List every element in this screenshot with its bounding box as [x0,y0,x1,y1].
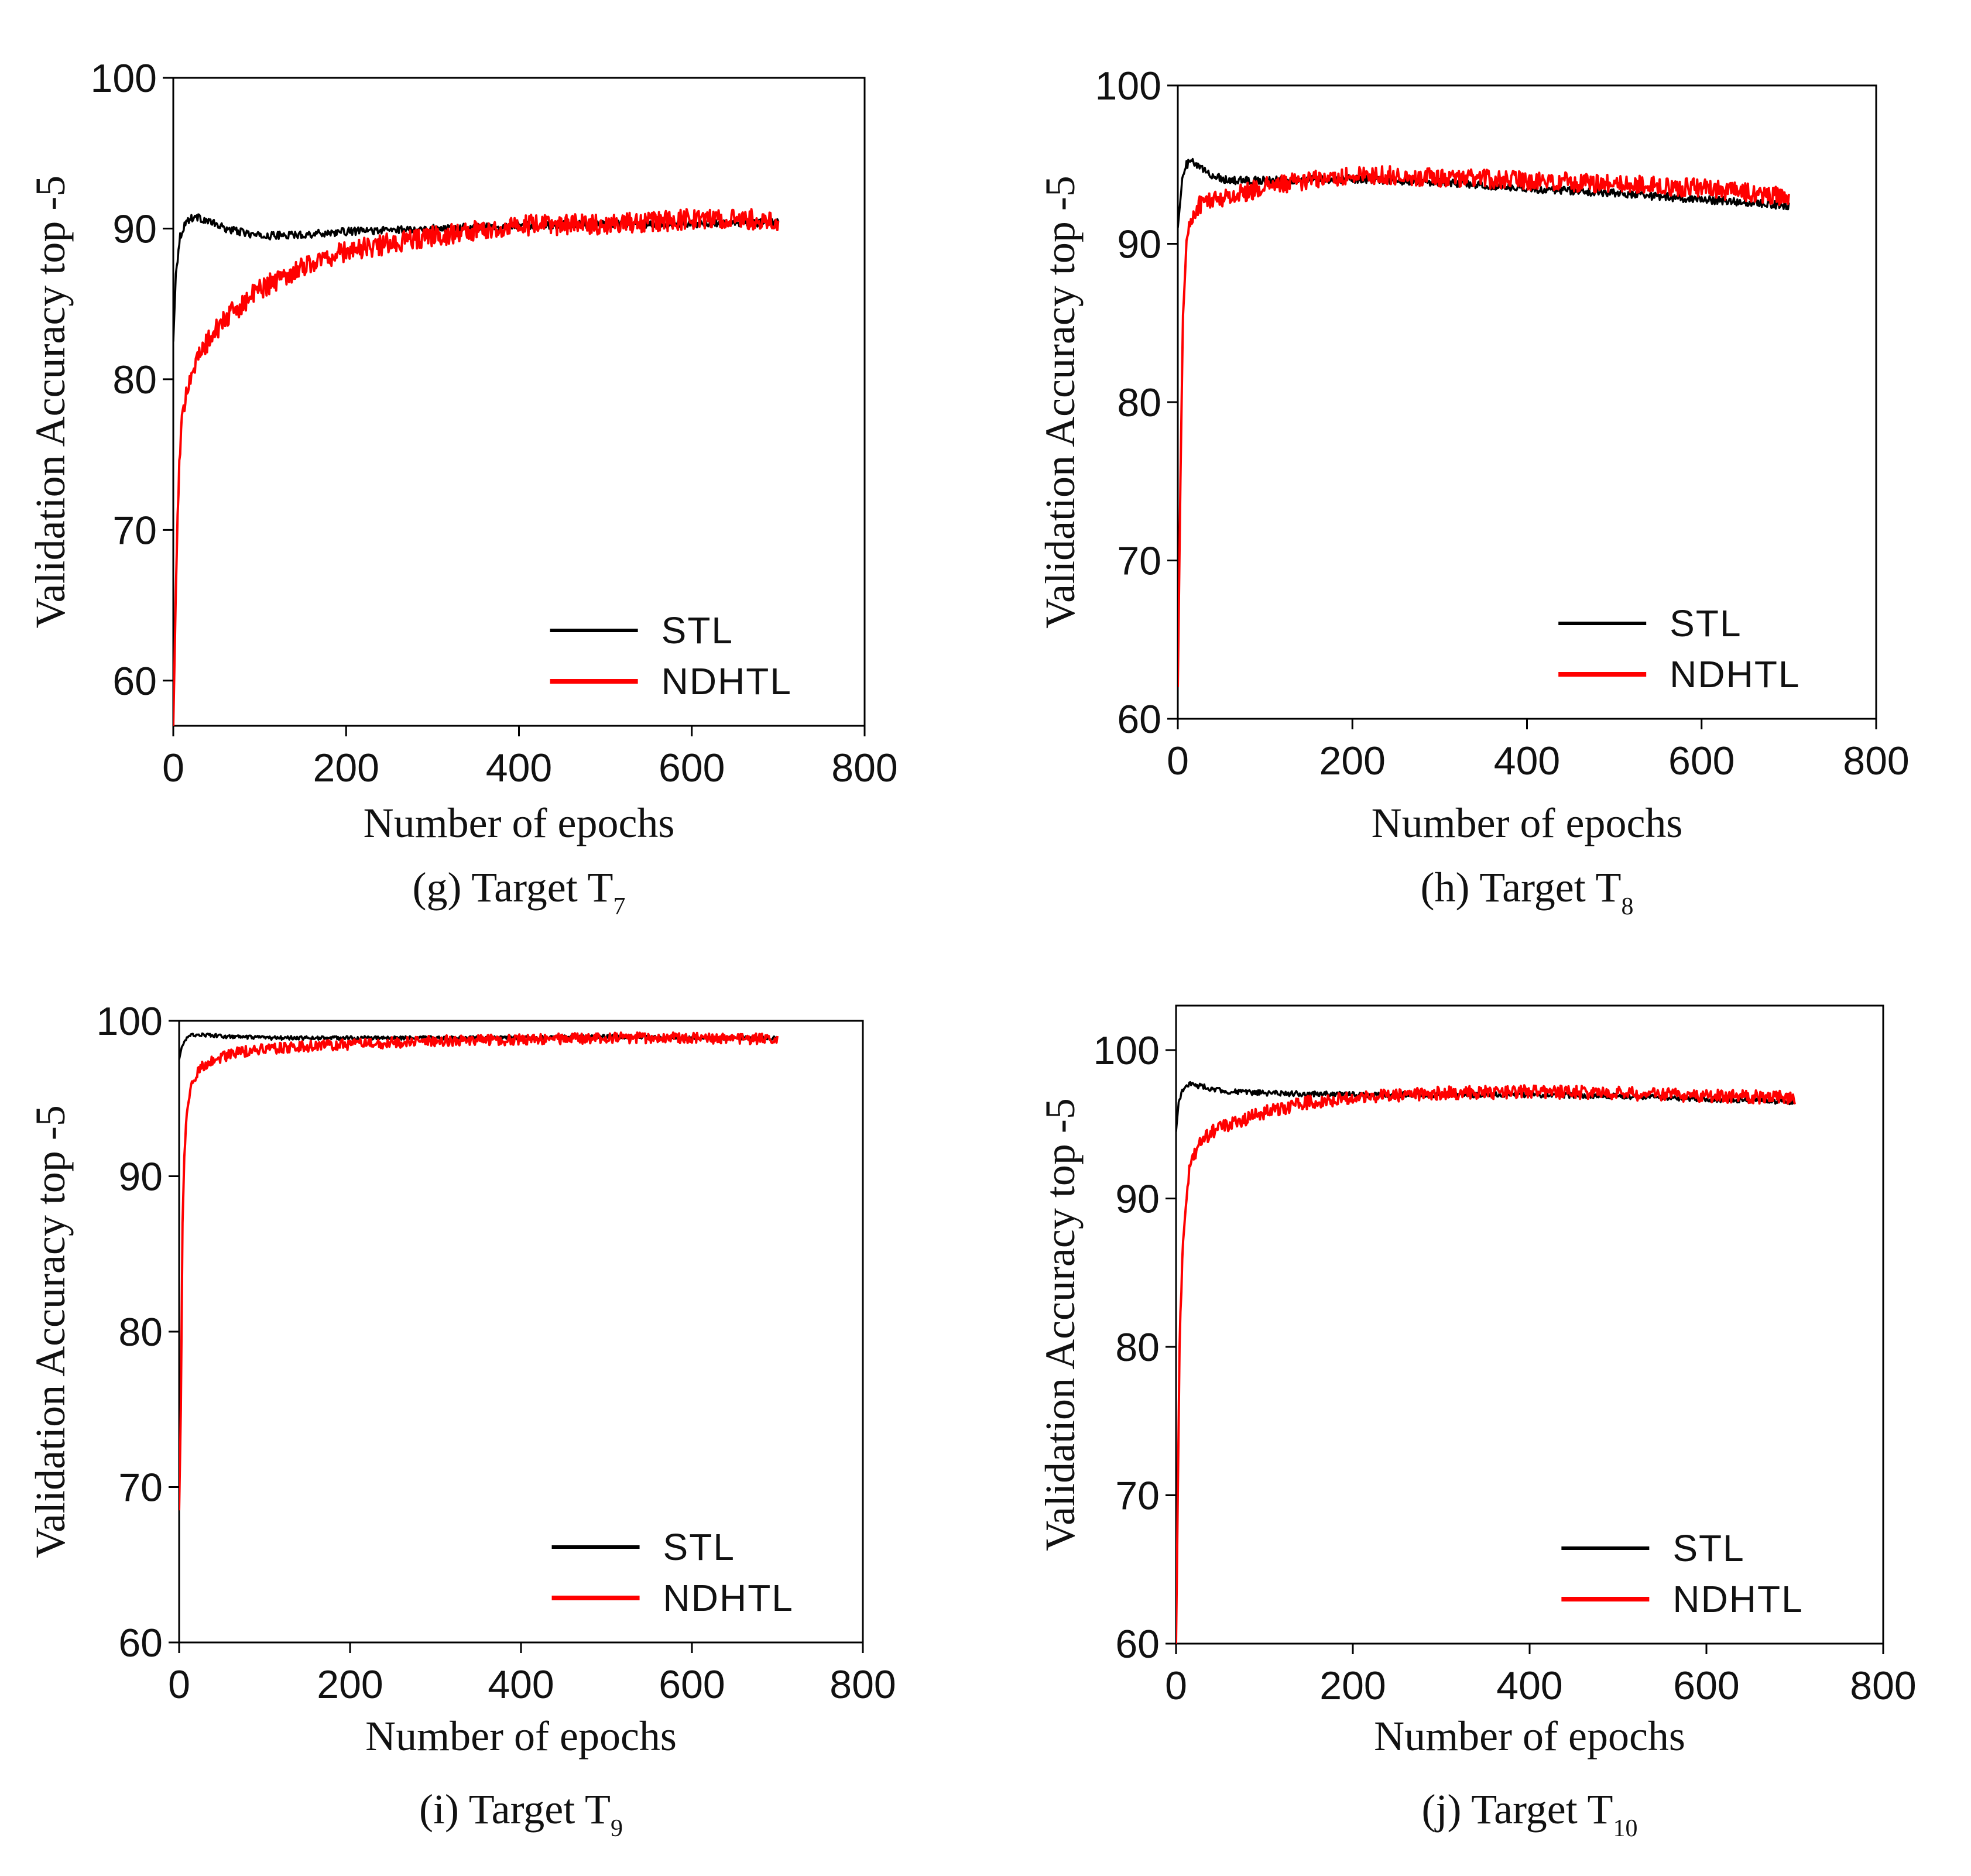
y-tick-label: 70 [1117,539,1161,584]
legend-label-stl: STL [1670,602,1742,644]
legend-label-stl: STL [663,1526,735,1568]
x-tick-label: 0 [1167,739,1189,783]
y-tick-label: 100 [91,56,157,101]
y-tick-label: 90 [1117,222,1161,267]
panel-caption: (h) Target T8 [1421,864,1634,920]
x-tick-label: 200 [1319,1664,1386,1708]
x-tick-label: 600 [659,1662,725,1707]
caption-main: (j) Target T [1422,1786,1613,1833]
caption-main: (g) Target T [413,864,613,911]
caption-subscript: 9 [611,1815,623,1842]
series-line-ndhtl [179,1031,779,1511]
caption-main: (i) Target T [419,1786,611,1833]
series-line-ndhtl [1178,165,1790,687]
y-tick-label: 60 [112,659,157,704]
series-line-ndhtl [1176,1084,1796,1644]
chart-panel-h: 0 200 400 600 800 60 70 80 90 100 Number of epochs… [1037,64,1910,920]
x-tick-label: 400 [488,1662,554,1707]
x-tick-label: 600 [1673,1664,1739,1708]
y-axis-label: Validation Accuracy top -5 [27,1105,74,1558]
x-tick-label: 600 [1668,739,1735,783]
plot-frame [172,77,866,727]
x-tick-label: 800 [1843,739,1909,783]
y-tick-label: 90 [118,1155,163,1199]
y-tick-label: 80 [1117,380,1161,425]
x-axis-label: Number of epochs [365,1713,677,1760]
y-tick-label: 70 [112,508,157,553]
chart-panel-g: 0 200 400 600 800 60 70 80 90 100 Number of epochs… [27,56,898,920]
y-axis-label: Validation Accuracy top -5 [1037,1098,1084,1551]
x-tick-label: 0 [168,1662,190,1707]
x-tick-label: 600 [659,746,725,790]
x-tick-label: 0 [1165,1664,1187,1708]
caption-main: (h) Target T [1421,864,1622,911]
y-tick-label: 70 [118,1466,163,1510]
legend-label-stl: STL [1672,1527,1744,1569]
caption-subscript: 8 [1621,893,1633,920]
plot-frame [178,1020,864,1644]
y-tick-label: 100 [1094,1028,1160,1073]
y-tick-label: 80 [112,358,157,402]
legend-label-ndhtl: NDHTL [661,660,792,702]
panel-caption: (g) Target T7 [413,864,626,920]
caption-subscript: 7 [613,893,625,920]
legend-label-ndhtl: NDHTL [663,1577,794,1619]
series-line-stl [1178,157,1790,228]
series-line-ndhtl [173,208,780,726]
chart-panel-j: 0 200 400 600 800 60 70 80 90 100 Number of epochs… [1037,1004,1917,1842]
x-tick-label: 800 [1850,1664,1916,1708]
x-tick-label: 400 [1494,739,1560,783]
y-tick-label: 80 [118,1310,163,1354]
y-tick-label: 60 [118,1621,163,1665]
y-tick-label: 100 [1095,64,1161,108]
chart-panel-i: 0 200 400 600 800 60 70 80 90 100 Number of epochs… [27,999,896,1842]
y-axis-label: Validation Accuracy top -5 [1037,176,1084,629]
y-tick-label: 60 [1115,1622,1160,1666]
caption-subscript: 10 [1613,1815,1637,1842]
y-tick-label: 90 [112,207,157,251]
legend-label-stl: STL [661,609,733,651]
panel-caption: (i) Target T9 [419,1786,623,1842]
x-axis-label: Number of epochs [1374,1713,1685,1760]
x-tick-label: 400 [486,746,552,790]
x-tick-label: 400 [1496,1664,1562,1708]
x-tick-label: 200 [317,1662,383,1707]
legend-label-ndhtl: NDHTL [1672,1578,1803,1620]
y-tick-label: 70 [1115,1474,1160,1518]
x-tick-label: 800 [829,1662,896,1707]
x-tick-label: 0 [162,746,184,790]
x-tick-label: 200 [1319,739,1386,783]
x-axis-label: Number of epochs [1372,800,1683,846]
legend-label-ndhtl: NDHTL [1670,653,1800,695]
x-axis-label: Number of epochs [364,800,675,846]
y-tick-label: 80 [1115,1325,1160,1370]
y-tick-label: 90 [1115,1177,1160,1222]
y-tick-label: 100 [97,999,163,1044]
y-axis-label: Validation Accuracy top -5 [27,176,74,629]
panel-caption: (j) Target T10 [1422,1786,1638,1842]
x-tick-label: 200 [313,746,379,790]
x-tick-label: 800 [831,746,897,790]
y-tick-label: 60 [1117,697,1161,742]
